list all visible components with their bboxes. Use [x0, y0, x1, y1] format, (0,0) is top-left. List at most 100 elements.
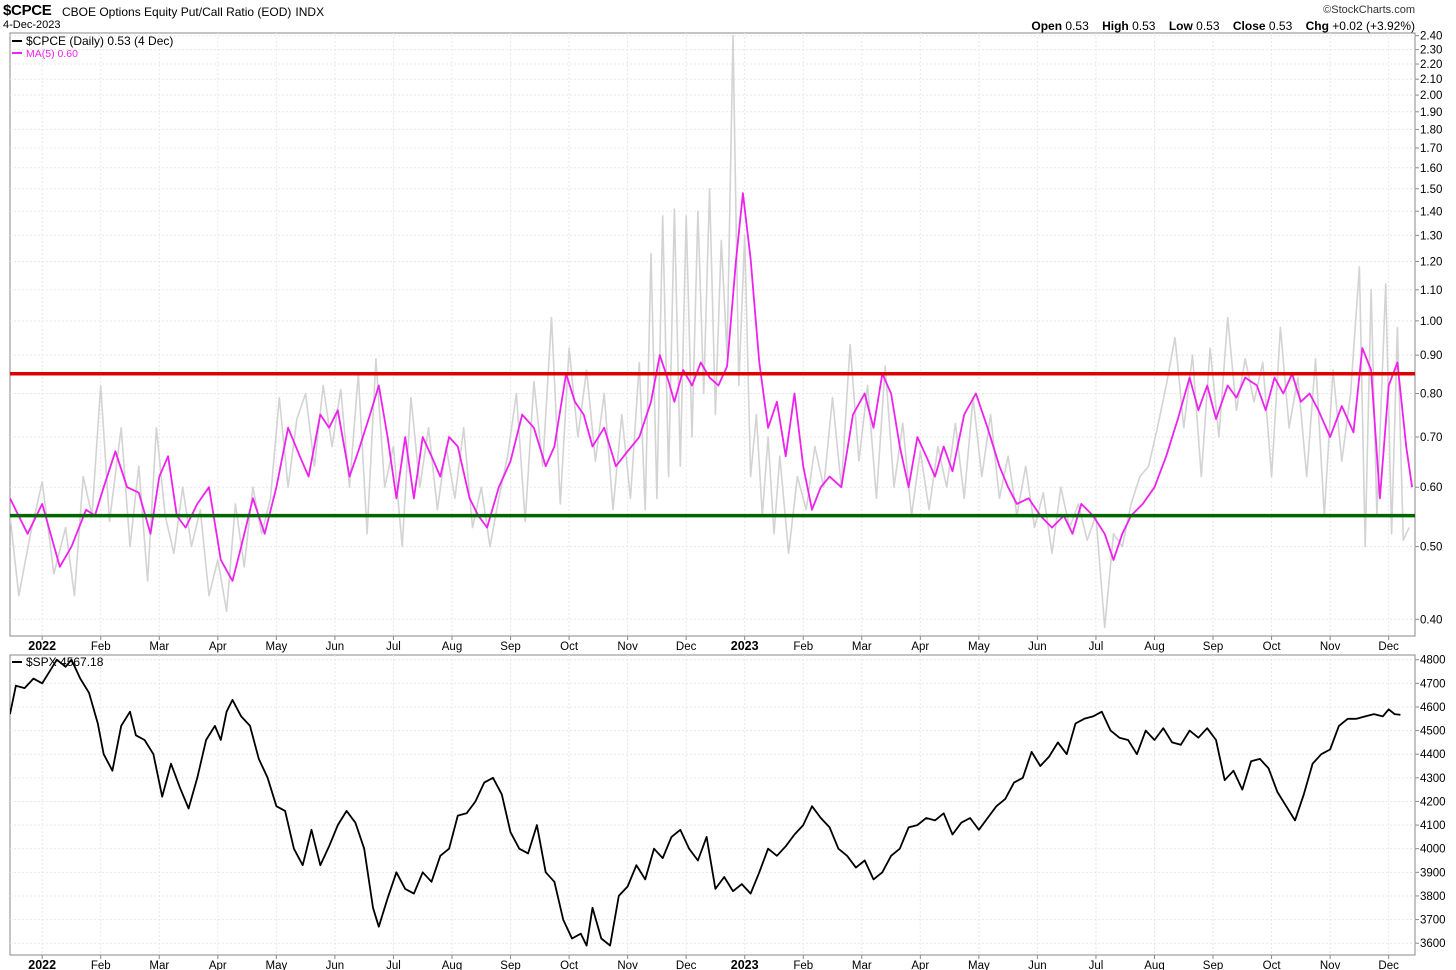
spx-x-tick-label: Apr [911, 960, 929, 970]
cpce-y-tick-label: 1.60 [1420, 163, 1442, 175]
high-label: High [1102, 19, 1129, 33]
spx-x-tick-label: Jul [1089, 960, 1104, 970]
stockcharts-brand[interactable]: ©StockCharts.com [1323, 4, 1415, 16]
cpce-x-tick-label: Oct [1263, 641, 1282, 653]
cpce-x-tick-label: Sep [1203, 641, 1223, 653]
spx-series-spx [10, 658, 1401, 947]
cpce-plot-frame [9, 32, 1416, 637]
spx-x-tick-label: Aug [442, 960, 462, 970]
spx-x-tick-label: Oct [1263, 960, 1282, 970]
spx-x-tick-label: Dec [1378, 960, 1399, 970]
symbol-name: CBOE Options Equity Put/Call Ratio (EOD) [62, 5, 292, 19]
low-value: 0.53 [1196, 19, 1220, 33]
spx-y-tick-label: 4300 [1420, 773, 1446, 785]
cpce-series-ma-5 [10, 192, 1413, 582]
spx-x-tick-label: Oct [560, 960, 579, 970]
high-value: 0.53 [1132, 19, 1156, 33]
cpce-panel[interactable]: 2.40 2.30 2.20 2.10 2.00 1.90 1.80 1.70 1.60 1.50… [9, 31, 1442, 653]
spx-x-tick-label: Jul [386, 960, 401, 970]
spx-legend-label: $SPX 4567.18 [26, 655, 104, 669]
spx-y-tick-label: 3600 [1420, 938, 1446, 950]
cpce-x-tick-label: Apr [911, 641, 929, 653]
spx-x-tick-label: May [265, 960, 287, 970]
spx-plot-area [10, 658, 1401, 947]
cpce-y-tick-label: 0.70 [1420, 432, 1442, 444]
cpce-x-tick-label: Nov [1320, 641, 1341, 653]
cpce-x-tick-label: Jul [386, 641, 401, 653]
spx-y-tick-label: 4400 [1420, 749, 1446, 761]
spx-x-tick-label: 2023 [731, 958, 759, 970]
cpce-x-tick-label: Oct [560, 641, 579, 653]
cpce-y-tick-label: 1.80 [1420, 124, 1442, 136]
cpce-y-tick-label: 2.10 [1420, 74, 1442, 86]
cpce-y-tick-label: 1.40 [1420, 206, 1442, 218]
cpce-x-tick-label: Aug [1144, 641, 1164, 653]
spx-y-tick-label: 4000 [1420, 844, 1446, 856]
cpce-y-tick-label: 2.00 [1420, 90, 1442, 102]
cpce-y-tick-label: 0.50 [1420, 542, 1442, 554]
spx-y-tick-label: 4600 [1420, 702, 1446, 714]
cpce-x-tick-label: Aug [442, 641, 462, 653]
cpce-x-tick-label: Apr [209, 641, 227, 653]
cpce-x-tick-label: Feb [91, 641, 111, 653]
spx-x-tick-label: Jun [1028, 960, 1047, 970]
spx-x-tick-label: Nov [1320, 960, 1341, 970]
spx-x-tick-label: Dec [676, 960, 697, 970]
spx-y-tick-label: 4500 [1420, 726, 1446, 738]
chg-label: Chg [1305, 19, 1329, 33]
cpce-y-tick-label: 0.80 [1420, 389, 1442, 401]
open-value: 0.53 [1065, 19, 1089, 33]
cpce-y-tick-label: 1.50 [1420, 184, 1442, 196]
spx-y-tick-label: 4100 [1420, 820, 1446, 832]
cpce-y-tick-label: 0.40 [1420, 614, 1442, 626]
cpce-x-tick-label: Jun [1028, 641, 1047, 653]
cpce-plot-area [10, 34, 1415, 629]
cpce-x-tick-label: May [968, 641, 990, 653]
cpce-x-tick-label: 2022 [28, 639, 56, 653]
spx-y-tick-label: 3800 [1420, 891, 1446, 903]
symbol-description: CBOE Options Equity Put/Call Ratio (EOD)… [62, 5, 324, 19]
spx-x-tick-label: Mar [149, 960, 169, 970]
low-label: Low [1168, 19, 1193, 33]
cpce-y-tick-label: 1.30 [1420, 230, 1442, 242]
cpce-x-tick-label: Nov [617, 641, 638, 653]
spx-x-tick-label: Nov [617, 960, 638, 970]
cpce-x-tick-label: Dec [1378, 641, 1399, 653]
spx-x-tick-label: Sep [500, 960, 520, 970]
cpce-y-tick-label: 1.90 [1420, 107, 1442, 119]
cpce-y-tick-label: 1.10 [1420, 285, 1442, 297]
spx-y-tick-label: 4200 [1420, 796, 1446, 808]
chg-value: +0.02 (+3.92%) [1332, 19, 1415, 33]
spx-y-tick-label: 3900 [1420, 867, 1446, 879]
cpce-x-tick-label: Mar [149, 641, 169, 653]
spx-x-tick-label: Feb [91, 960, 111, 970]
cpce-y-tick-label: 2.30 [1420, 45, 1442, 57]
cpce-y-tick-label: 1.70 [1420, 143, 1442, 155]
cpce-legend-label: MA(5) 0.60 [26, 48, 78, 60]
spx-y-tick-label: 4700 [1420, 678, 1446, 690]
cpce-x-tick-label: Mar [852, 641, 872, 653]
spx-x-tick-label: Sep [1203, 960, 1223, 970]
spx-x-tick-label: Jun [326, 960, 345, 970]
cpce-x-tick-label: 2023 [731, 639, 759, 653]
cpce-y-tick-label: 2.40 [1420, 31, 1442, 43]
spx-y-tick-label: 3700 [1420, 915, 1446, 927]
spx-y-tick-label: 4800 [1420, 655, 1446, 667]
spx-x-tick-label: 2022 [28, 958, 56, 970]
spx-x-tick-label: May [968, 960, 990, 970]
chart-date: 4-Dec-2023 [3, 19, 61, 31]
cpce-x-tick-label: Dec [676, 641, 697, 653]
cpce-x-tick-label: Sep [500, 641, 520, 653]
cpce-x-tick-label: Feb [793, 641, 813, 653]
ohlc-readout: Open 0.53 High 0.53 Low 0.53 Close 0.53 … [1031, 19, 1415, 33]
spx-panel[interactable]: 4800 4700 4600 4500 4400 4300 4200 4100 4000 3900… [9, 654, 1446, 970]
cpce-series-cpce-daily [10, 34, 1410, 629]
cpce-y-tick-label: 1.00 [1420, 316, 1442, 328]
spx-x-tick-label: Aug [1144, 960, 1164, 970]
close-value: 0.53 [1268, 19, 1293, 33]
cpce-x-tick-label: May [265, 641, 287, 653]
spx-x-tick-label: Apr [209, 960, 227, 970]
cpce-y-tick-label: 1.20 [1420, 256, 1442, 268]
spx-x-tick-label: Feb [793, 960, 813, 970]
